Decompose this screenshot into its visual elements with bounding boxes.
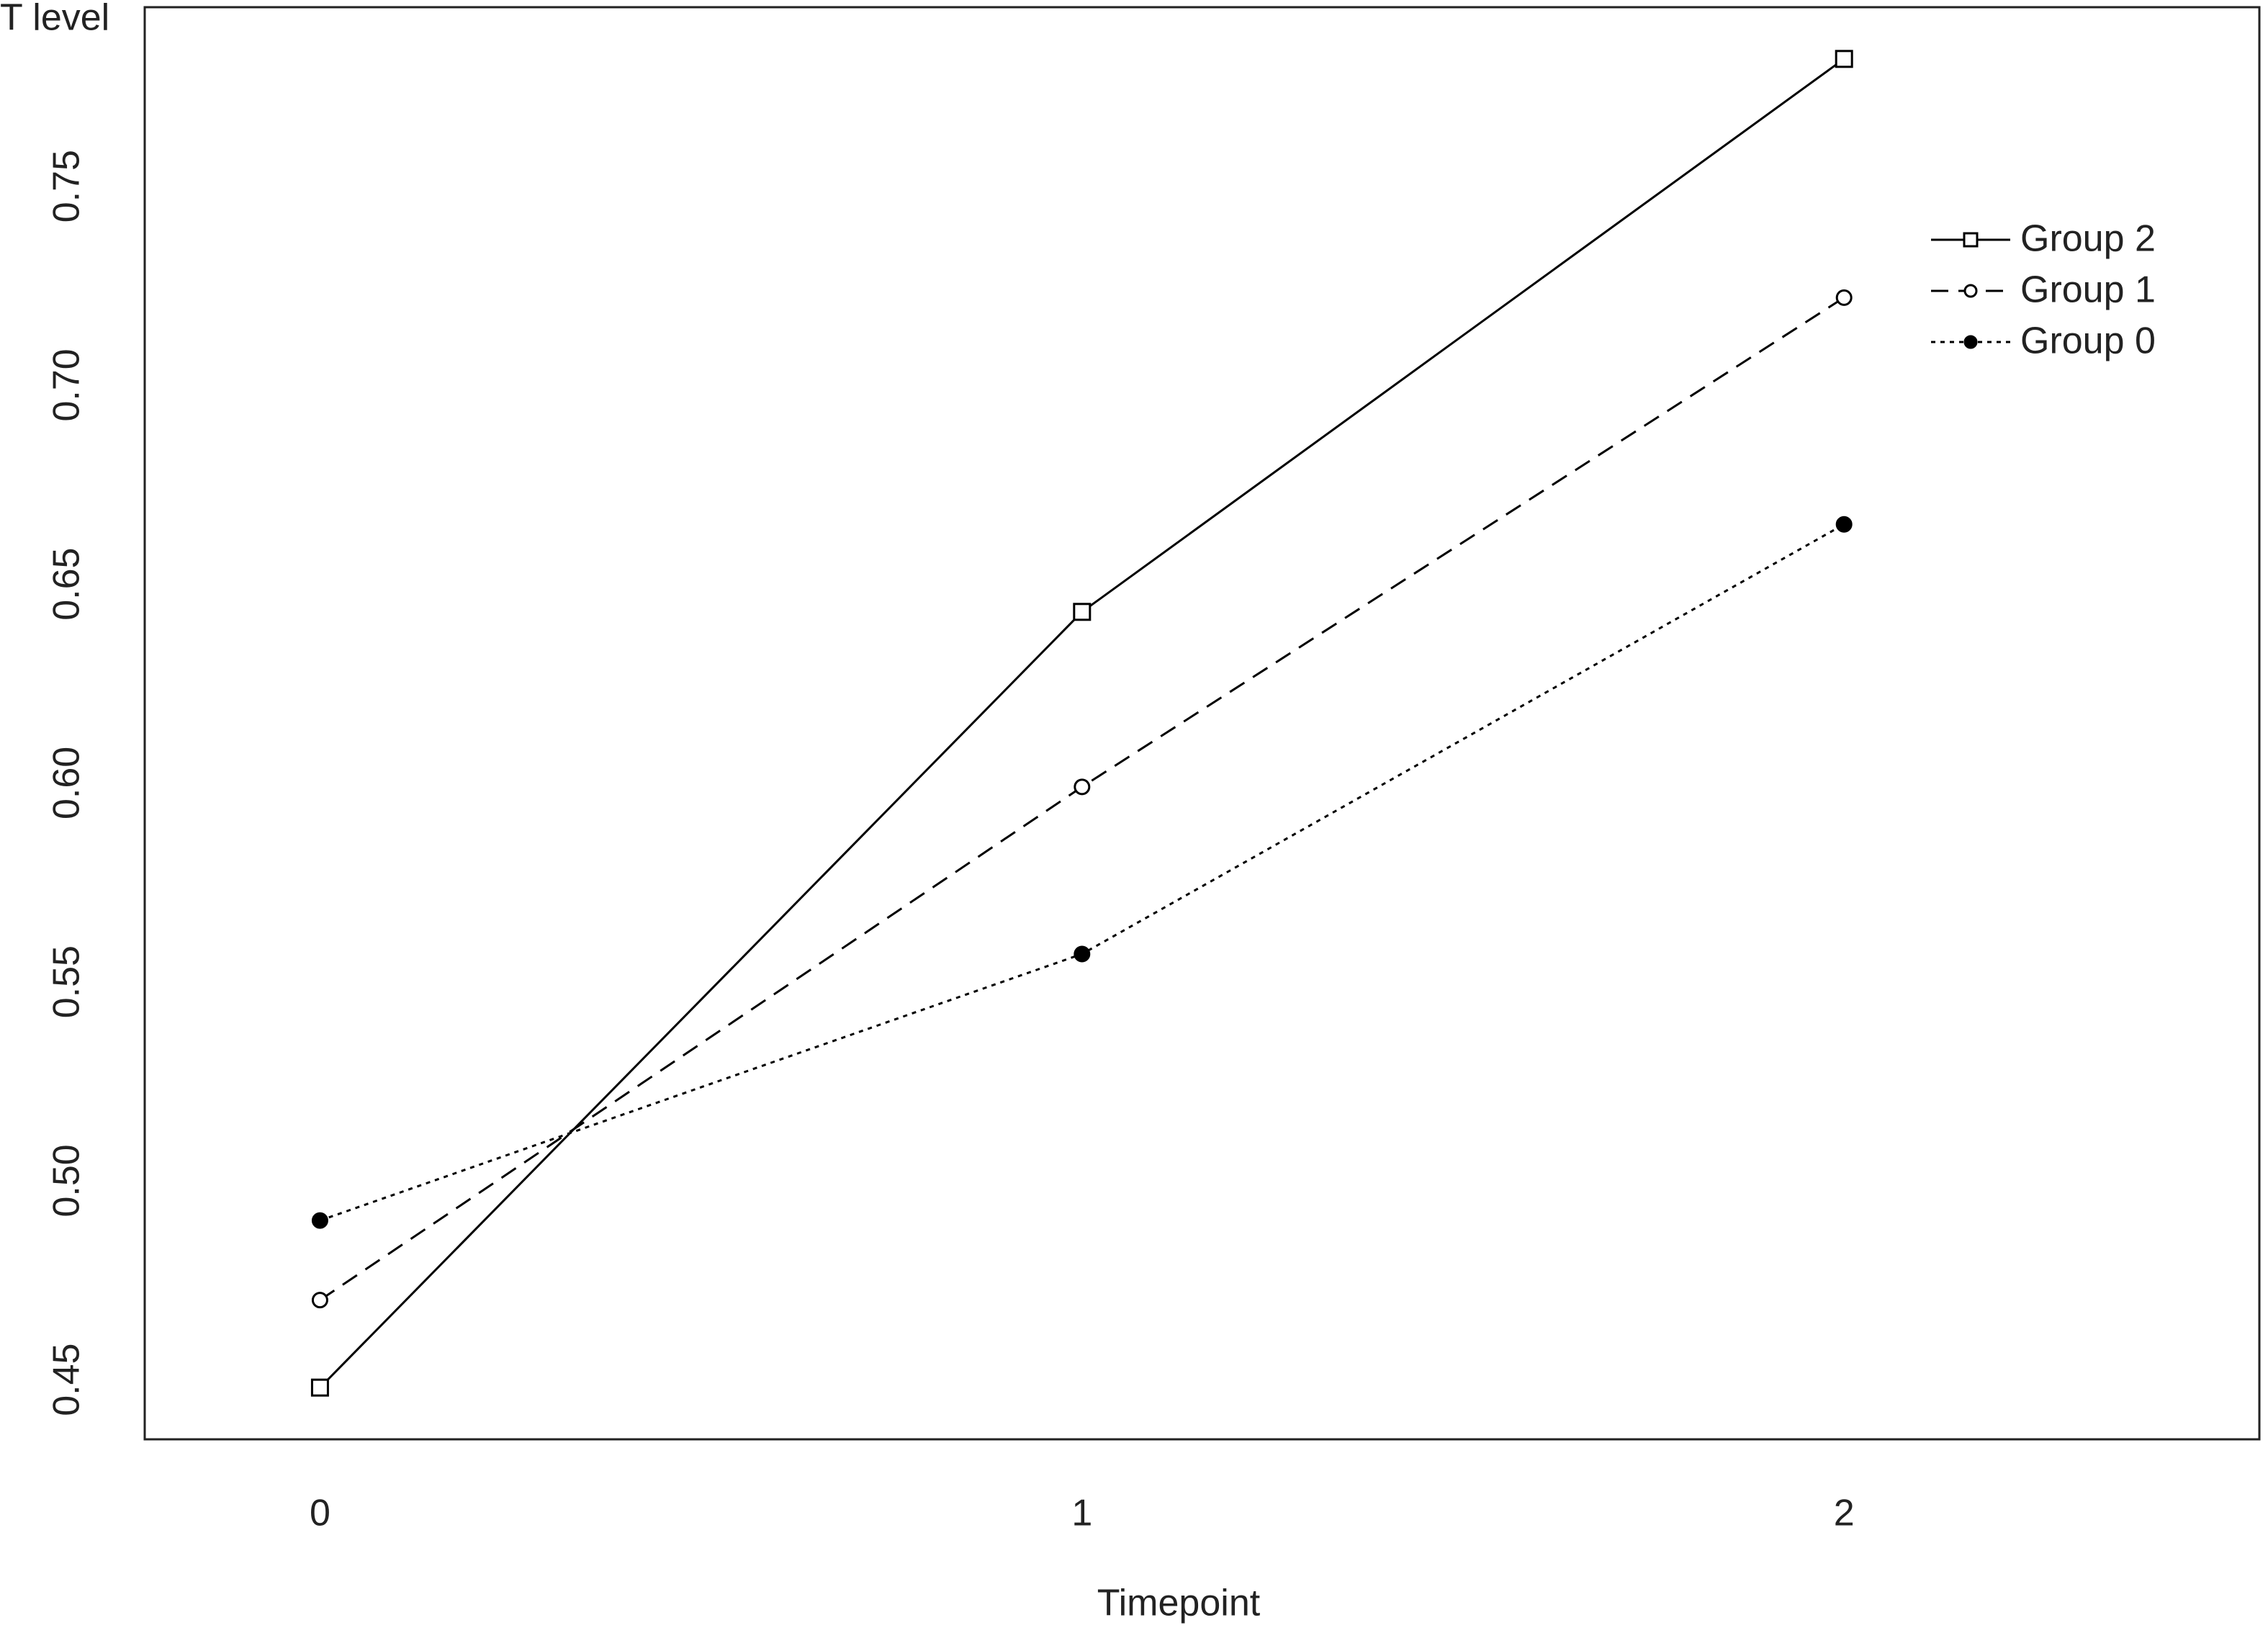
series-line [319,58,1845,1389]
y-tick-label: 0.50 [46,1144,88,1217]
legend-label: Group 2 [2020,218,2156,260]
plot-frame [143,6,2261,1441]
legend-marker [1963,232,1979,248]
x-tick-label: 1 [1071,1493,1092,1534]
legend-label: Group 1 [2020,269,2156,311]
legend-label: Group 0 [2020,320,2156,362]
legend-marker [1963,284,1978,298]
y-tick-label: 0.75 [46,150,88,222]
y-tick-label: 0.60 [46,747,88,819]
y-tick-label: 0.65 [46,548,88,621]
x-tick-label: 2 [1834,1493,1855,1534]
data-point [310,1378,329,1397]
series-line [319,523,1845,1222]
data-point [1074,945,1091,963]
data-point [311,1292,328,1309]
y-tick-label: 0.55 [46,945,88,1018]
data-point [1835,50,1853,68]
y-tick-label: 0.45 [46,1344,88,1416]
data-point [1835,289,1853,306]
legend-marker [1963,335,1978,349]
data-point [311,1212,328,1229]
series-line [319,297,1845,1301]
x-tick-label: 0 [310,1493,330,1534]
y-tick-label: 0.70 [46,348,88,421]
data-point [1835,516,1853,533]
data-point [1074,778,1091,796]
x-axis-title: Timepoint [1097,1583,1261,1624]
y-axis-title: T level [0,0,109,39]
data-point [1073,603,1092,621]
